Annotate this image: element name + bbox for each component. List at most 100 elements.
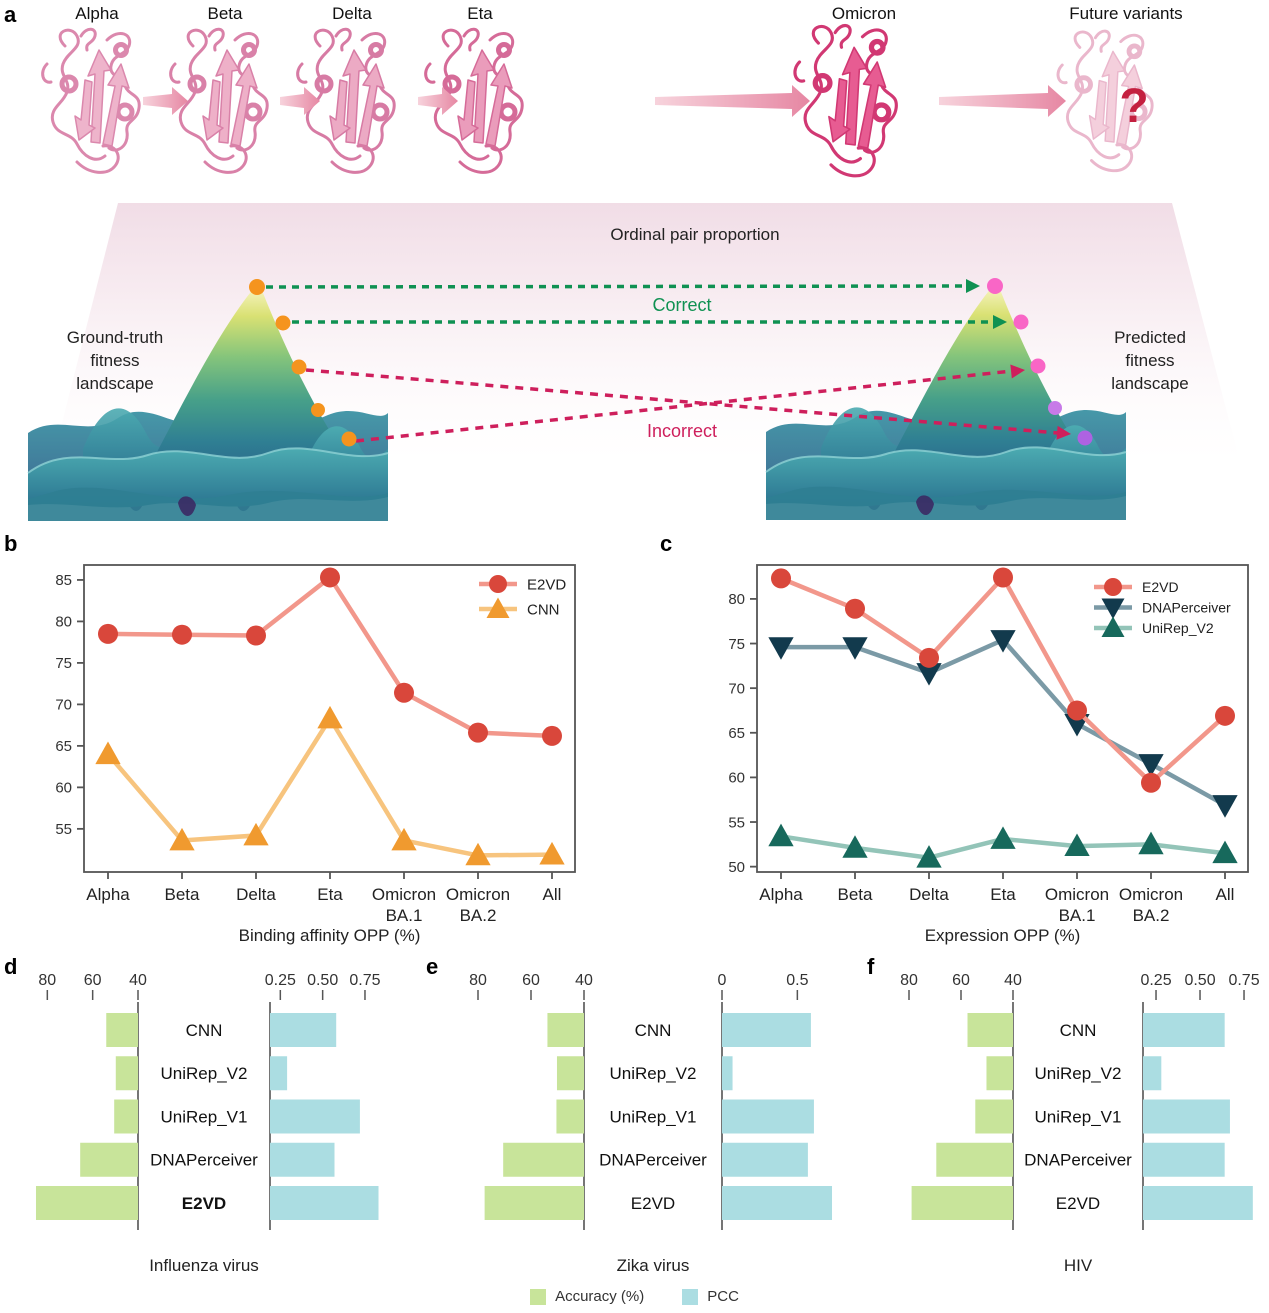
panel-label-f: f <box>867 954 875 979</box>
pcc-bar-UniRep_V1 <box>1143 1099 1230 1134</box>
x-category-label: Beta <box>838 885 874 904</box>
legend-label-UniRep_V2: UniRep_V2 <box>1142 620 1214 636</box>
variant-label-beta: Beta <box>208 4 244 23</box>
panel-label-e: e <box>426 954 439 979</box>
data-point-CNN <box>465 842 491 866</box>
legend-marker-E2VD <box>1104 578 1122 596</box>
model-label-UniRep_V2: UniRep_V2 <box>610 1064 697 1083</box>
model-label-E2VD: E2VD <box>631 1194 675 1213</box>
accuracy-tick-label: 60 <box>84 972 102 989</box>
y-tick-label: 70 <box>55 697 72 714</box>
predicted-label: Predicted fitness landscape <box>1111 328 1189 393</box>
model-label-CNN: CNN <box>635 1021 672 1040</box>
x-category-label: All <box>543 885 562 904</box>
panel-a-diagram: Ordinal pair proportion Alpha Beta Delta… <box>27 4 1240 522</box>
model-label-UniRep_V2: UniRep_V2 <box>161 1064 248 1083</box>
arrow-omicron-future <box>939 85 1066 117</box>
accuracy-tick-label: 60 <box>522 972 540 989</box>
predicted-label-line3: landscape <box>1111 374 1189 393</box>
accuracy-tick-label: 80 <box>38 972 56 989</box>
data-point-CNN <box>539 841 565 865</box>
data-point-UniRep_V2 <box>990 826 1016 849</box>
pcc-swatch-icon <box>682 1288 699 1305</box>
data-point-CNN <box>391 827 417 851</box>
data-point-E2VD <box>1215 705 1235 726</box>
ground-truth-label-line2: fitness <box>90 351 139 370</box>
x-category-label: Beta <box>165 885 201 904</box>
ground-truth-label: Ground-truth fitness landscape <box>67 328 163 393</box>
variant-label-alpha: Alpha <box>75 4 119 23</box>
x-category-sublabel: BA.1 <box>1059 906 1096 925</box>
y-tick-label: 55 <box>55 821 72 838</box>
panel-label-a: a <box>4 2 17 27</box>
pcc-tick-label: 0.75 <box>1228 972 1259 989</box>
model-label-DNAPerceiver: DNAPerceiver <box>599 1151 707 1170</box>
model-label-CNN: CNN <box>186 1021 223 1040</box>
x-category-label: All <box>1216 885 1235 904</box>
evolution-arrows <box>143 85 1066 117</box>
correct-arrowheads <box>966 279 1007 329</box>
accuracy-bar-CNN <box>547 1013 584 1047</box>
banner-label: Ordinal pair proportion <box>610 225 779 244</box>
x-category-label: Eta <box>990 885 1016 904</box>
model-label-UniRep_V2: UniRep_V2 <box>1035 1064 1122 1083</box>
pcc-bar-DNAPerceiver <box>1143 1142 1225 1177</box>
variant-labels: Alpha Beta Delta Eta Omicron Future vari… <box>75 4 1182 23</box>
pcc-bar-UniRep_V2 <box>270 1056 288 1091</box>
arrow-alpha-beta <box>143 87 188 115</box>
accuracy-tick-label: 60 <box>952 972 970 989</box>
pcc-bar-DNAPerceiver <box>722 1142 808 1177</box>
pcc-bar-UniRep_V1 <box>722 1099 814 1134</box>
legend-marker-CNN <box>486 597 510 618</box>
pcc-tick-label: 0.75 <box>349 972 380 989</box>
y-tick-label: 65 <box>55 738 72 755</box>
pcc-bar-UniRep_V1 <box>270 1099 360 1134</box>
y-tick-label: 55 <box>728 814 745 831</box>
panel-f-title: HIV <box>1064 1256 1093 1275</box>
x-category-label: Alpha <box>759 885 803 904</box>
predicted-label-line1: Predicted <box>1114 328 1186 347</box>
data-point-E2VD <box>771 568 791 589</box>
x-axis-title: Expression OPP (%) <box>925 926 1081 945</box>
pcc-bar-E2VD <box>270 1186 379 1220</box>
data-point-E2VD <box>468 722 488 743</box>
legend-marker-UniRep_V2 <box>1101 616 1125 637</box>
bottom-legend: Accuracy (%) PCC <box>0 1288 1269 1305</box>
x-category-label: Alpha <box>86 885 130 904</box>
tornado-charts: 80 60 40 0.25 0.50 0.75CNNUniRep_V2UniRep_V1D… <box>35 972 1260 1275</box>
model-label-DNAPerceiver: DNAPerceiver <box>1024 1151 1132 1170</box>
legend-marker-E2VD <box>489 575 507 593</box>
accuracy-bar-E2VD <box>911 1186 1013 1220</box>
data-point-E2VD <box>845 598 865 619</box>
pcc-bar-CNN <box>722 1013 811 1047</box>
data-point-E2VD <box>1141 772 1161 793</box>
accuracy-bar-UniRep_V1 <box>556 1099 584 1134</box>
y-tick-label: 85 <box>55 572 72 589</box>
model-label-DNAPerceiver: DNAPerceiver <box>150 1151 258 1170</box>
data-point-CNN <box>95 741 121 765</box>
pcc-bar-E2VD <box>1143 1186 1253 1220</box>
model-label-CNN: CNN <box>1060 1021 1097 1040</box>
incorrect-arrows <box>305 368 1059 443</box>
data-point-DNAPerceiver <box>916 663 942 686</box>
accuracy-bar-E2VD <box>35 1186 138 1220</box>
data-point-UniRep_V2 <box>1064 833 1090 857</box>
accuracy-bar-DNAPerceiver <box>503 1142 584 1177</box>
accuracy-swatch-icon <box>530 1288 547 1305</box>
x-category-label: Delta <box>909 885 949 904</box>
legend-label-DNAPerceiver: DNAPerceiver <box>1142 599 1231 615</box>
future-question-mark: ? <box>1119 80 1148 133</box>
accuracy-bar-UniRep_V2 <box>556 1056 584 1091</box>
data-point-UniRep_V2 <box>916 845 942 868</box>
accuracy-bar-CNN <box>106 1013 138 1047</box>
accuracy-legend-label: Accuracy (%) <box>555 1288 645 1305</box>
accuracy-bar-DNAPerceiver <box>936 1142 1013 1177</box>
x-category-label: Omicron <box>372 885 436 904</box>
panel-e-chart: 80 60 40 0 0.5 CNN UniRep_V2 UniRep_V1 DNAPercei… <box>469 972 833 1275</box>
x-category-label: Omicron <box>446 885 510 904</box>
data-point-UniRep_V2 <box>768 823 794 847</box>
panel-b-chart: 55 60 65 70 75 80 85 Alpha Beta Delta Eta Omicron BA… <box>55 564 576 945</box>
predicted-dots <box>987 278 1093 446</box>
accuracy-bar-UniRep_V2 <box>115 1056 138 1091</box>
